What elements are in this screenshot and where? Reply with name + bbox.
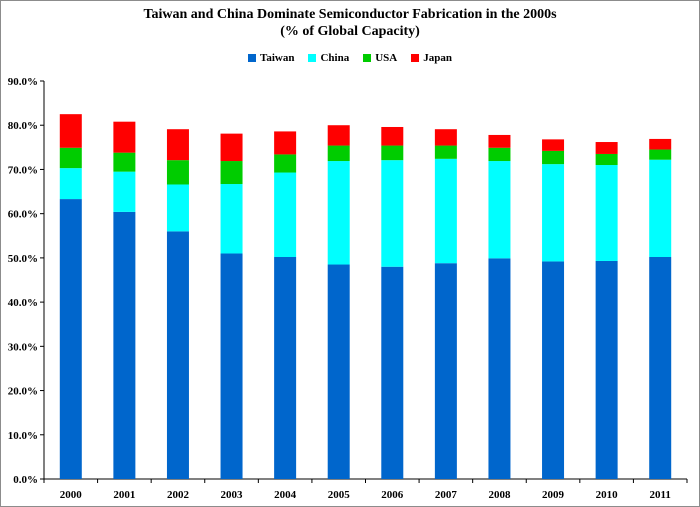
bar-segment-japan-2004 [274, 131, 297, 155]
bar-segment-taiwan-2002 [166, 231, 189, 479]
x-tick-label: 2002 [167, 489, 190, 501]
x-tick-label: 2001 [113, 489, 135, 501]
legend-item-japan: Japan [411, 52, 452, 64]
x-tick-label: 2011 [650, 489, 671, 501]
legend-label-taiwan: Taiwan [260, 52, 295, 64]
legend-label-china: China [320, 52, 350, 64]
bar-segment-japan-2010 [595, 142, 618, 154]
legend: Taiwan China USA Japan [0, 52, 700, 64]
bar-segment-usa-2010 [595, 153, 618, 166]
bar-segment-usa-2002 [166, 160, 189, 185]
x-tick-label: 2004 [274, 489, 297, 501]
bar-segment-taiwan-2006 [381, 266, 404, 479]
bar-segment-taiwan-2011 [649, 257, 672, 479]
bar-segment-usa-2007 [434, 145, 457, 159]
bar-segment-japan-2006 [381, 126, 404, 146]
bar-segment-taiwan-2008 [488, 258, 511, 479]
legend-item-usa: USA [363, 52, 397, 64]
y-tick-label: 0.0% [13, 474, 38, 486]
y-tick-label: 20.0% [8, 386, 38, 398]
y-tick-label: 70.0% [8, 164, 38, 176]
bar-segment-usa-2011 [649, 149, 672, 160]
legend-swatch-japan [411, 54, 420, 62]
bar-segment-usa-2000 [59, 147, 82, 169]
y-tick-label: 50.0% [8, 253, 38, 265]
y-tick-label: 60.0% [8, 209, 38, 221]
x-tick-label: 2005 [328, 489, 351, 501]
chart-title-line2: (% of Global Capacity) [280, 24, 420, 39]
bar-segment-china-2000 [59, 168, 82, 200]
bar-segment-taiwan-2000 [59, 199, 82, 479]
bar-segment-china-2011 [649, 159, 672, 258]
legend-swatch-usa [363, 54, 372, 62]
x-tick-label: 2009 [542, 489, 565, 501]
legend-label-usa: USA [375, 52, 398, 64]
bar-segment-usa-2004 [274, 154, 297, 173]
bar-segment-china-2004 [274, 172, 297, 258]
bar-segment-japan-2001 [113, 121, 136, 153]
bar-segment-taiwan-2004 [274, 257, 297, 479]
bar-segment-japan-2009 [542, 139, 565, 151]
x-tick-label: 2008 [488, 489, 511, 501]
bar-segment-china-2009 [542, 164, 565, 262]
x-tick-label: 2003 [221, 489, 244, 501]
bar-segment-usa-2009 [542, 150, 565, 165]
bar-segment-taiwan-2009 [542, 261, 565, 479]
bar-segment-taiwan-2001 [113, 211, 136, 480]
bar-segment-china-2010 [595, 165, 618, 261]
bar-segment-usa-2001 [113, 152, 136, 172]
bar-segment-china-2007 [434, 158, 457, 264]
legend-item-taiwan: Taiwan [248, 52, 294, 64]
bar-segment-china-2008 [488, 161, 511, 259]
y-tick-label: 90.0% [8, 76, 38, 88]
chart-title-line1: Taiwan and China Dominate Semiconductor … [143, 7, 557, 22]
y-tick-label: 80.0% [8, 120, 38, 132]
bar-segment-taiwan-2007 [434, 263, 457, 479]
x-tick-label: 2000 [60, 489, 83, 501]
y-tick-label: 30.0% [8, 341, 38, 353]
bar-segment-usa-2008 [488, 147, 511, 162]
bar-segment-japan-2008 [488, 134, 511, 148]
bar-segment-japan-2007 [434, 129, 457, 146]
bar-segment-china-2003 [220, 184, 243, 254]
x-tick-label: 2006 [381, 489, 404, 501]
bar-segment-usa-2003 [220, 161, 243, 185]
bar-segment-japan-2011 [649, 138, 672, 150]
chart-title: Taiwan and China Dominate Semiconductor … [0, 6, 700, 40]
x-tick-label: 2007 [435, 489, 458, 501]
legend-label-japan: Japan [423, 52, 452, 64]
bar-segment-usa-2005 [327, 145, 350, 162]
bar-segment-china-2006 [381, 160, 404, 267]
bar-segment-china-2002 [166, 184, 189, 232]
bar-segment-japan-2002 [166, 129, 189, 161]
bar-segment-china-2001 [113, 171, 136, 212]
bar-segment-usa-2006 [381, 145, 404, 161]
bar-segment-taiwan-2003 [220, 253, 243, 479]
legend-swatch-china [308, 54, 317, 62]
bar-segment-taiwan-2005 [327, 264, 350, 479]
bar-segment-china-2005 [327, 161, 350, 265]
bar-segment-japan-2000 [59, 114, 82, 148]
y-tick-label: 10.0% [8, 430, 38, 442]
x-tick-label: 2010 [596, 489, 619, 501]
legend-item-china: China [308, 52, 349, 64]
bar-segment-japan-2005 [327, 125, 350, 146]
y-tick-label: 40.0% [8, 297, 38, 309]
legend-swatch-taiwan [248, 54, 257, 62]
bar-segment-japan-2003 [220, 133, 243, 162]
bar-segment-taiwan-2010 [595, 260, 618, 479]
